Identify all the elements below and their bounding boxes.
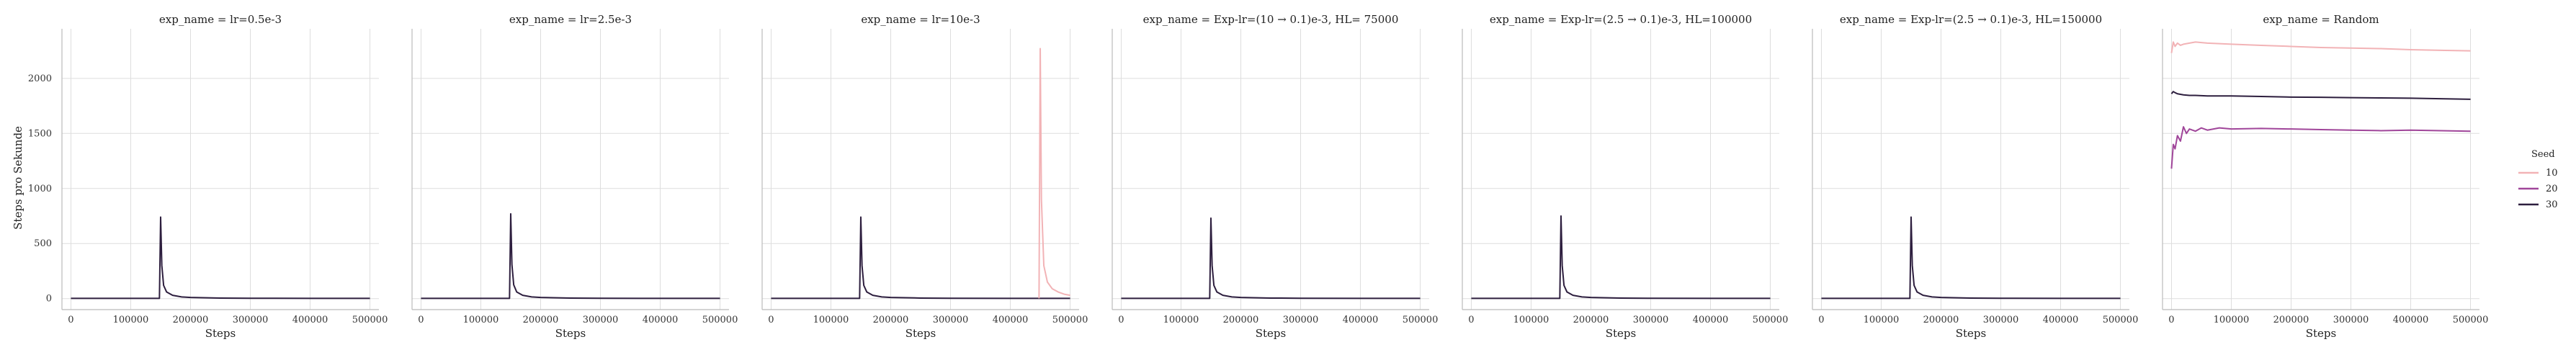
y-tick-label: 1500 bbox=[28, 128, 52, 139]
x-tick-label: 400000 bbox=[1693, 315, 1729, 325]
panel-5: exp_name = Exp-lr=(2.5 → 0.1)e-3, HL=100… bbox=[1462, 13, 1788, 340]
x-tick-label: 400000 bbox=[1343, 315, 1379, 325]
x-tick-label: 0 bbox=[68, 315, 73, 325]
x-tick-label: 0 bbox=[2168, 315, 2174, 325]
x-tick-label: 200000 bbox=[1923, 315, 1959, 325]
legend-label-30: 30 bbox=[2546, 199, 2558, 210]
series-line-seed-30 bbox=[1121, 217, 1421, 300]
x-tick-label: 100000 bbox=[463, 315, 499, 325]
x-axis-label: Steps bbox=[205, 327, 236, 340]
series-line-seed-30 bbox=[1821, 216, 2121, 300]
x-tick-label: 100000 bbox=[1513, 315, 1549, 325]
y-tick-label: 2000 bbox=[28, 73, 52, 84]
x-tick-label: 100000 bbox=[1864, 315, 1900, 325]
legend-label-20: 20 bbox=[2546, 184, 2558, 194]
x-tick-label: 100000 bbox=[113, 315, 149, 325]
x-axis-label: Steps bbox=[905, 327, 936, 340]
y-axis-label: Steps pro Sekunde bbox=[12, 126, 24, 230]
x-tick-label: 400000 bbox=[643, 315, 679, 325]
x-tick-label: 500000 bbox=[702, 315, 738, 325]
x-tick-label: 300000 bbox=[233, 315, 269, 325]
x-axis-label: Steps bbox=[2306, 327, 2336, 340]
x-tick-label: 100000 bbox=[1163, 315, 1199, 325]
x-axis-label: Steps bbox=[1956, 327, 1986, 340]
x-tick-label: 0 bbox=[768, 315, 774, 325]
series-line-seed-30 bbox=[71, 216, 370, 300]
panel-3: exp_name = lr=10e-3 0 100000 200000 300000 40… bbox=[761, 13, 1088, 340]
x-tick-label: 500000 bbox=[1403, 315, 1439, 325]
panel-title: exp_name = Exp-lr=(2.5 → 0.1)e-3, HL=100… bbox=[1490, 13, 1752, 26]
x-tick-label: 0 bbox=[1818, 315, 1824, 325]
x-tick-label: 200000 bbox=[873, 315, 909, 325]
x-tick-label: 200000 bbox=[1573, 315, 1609, 325]
series-line-seed-10 bbox=[2170, 41, 2471, 53]
x-tick-label: 400000 bbox=[2043, 315, 2079, 325]
series-line-seed-30 bbox=[771, 216, 1070, 300]
panel-6: exp_name = Exp-lr=(2.5 → 0.1)e-3, HL=150… bbox=[1812, 13, 2138, 340]
x-tick-label: 0 bbox=[418, 315, 424, 325]
x-axis-label: Steps bbox=[1256, 327, 1286, 340]
x-tick-label: 400000 bbox=[993, 315, 1029, 325]
x-axis-label: Steps bbox=[555, 327, 586, 340]
panel-1: exp_name = lr=0.5e-3 0 100000 200000 300000 4… bbox=[28, 13, 388, 340]
x-tick-label: 200000 bbox=[173, 315, 209, 325]
y-tick-label: 500 bbox=[34, 238, 52, 249]
x-tick-label: 500000 bbox=[2103, 315, 2139, 325]
x-tick-label: 500000 bbox=[1052, 315, 1088, 325]
legend-title: Seed bbox=[2531, 149, 2555, 160]
series-line-seed-30 bbox=[1471, 215, 1771, 300]
series-line-seed-30 bbox=[421, 212, 720, 300]
x-tick-label: 100000 bbox=[2214, 315, 2250, 325]
x-tick-label: 300000 bbox=[933, 315, 969, 325]
x-tick-label: 400000 bbox=[292, 315, 328, 325]
legend: Seed 10 20 30 bbox=[2518, 149, 2558, 210]
x-tick-label: 500000 bbox=[352, 315, 388, 325]
x-tick-label: 500000 bbox=[1753, 315, 1789, 325]
x-tick-label: 300000 bbox=[1283, 315, 1319, 325]
x-axis-label: Steps bbox=[1606, 327, 1636, 340]
legend-label-10: 10 bbox=[2546, 168, 2558, 179]
x-tick-label: 100000 bbox=[813, 315, 849, 325]
panel-title: exp_name = Exp-lr=(2.5 → 0.1)e-3, HL=150… bbox=[1840, 13, 2102, 26]
x-tick-label: 200000 bbox=[523, 315, 559, 325]
panel-7: exp_name = Random 0 100000 200000 300000 4000… bbox=[2162, 13, 2489, 340]
x-tick-label: 0 bbox=[1468, 315, 1474, 325]
x-tick-label: 300000 bbox=[583, 315, 619, 325]
y-tick-label: 0 bbox=[46, 294, 52, 305]
x-tick-label: 200000 bbox=[1223, 315, 1259, 325]
panel-title: exp_name = lr=2.5e-3 bbox=[509, 13, 632, 26]
panel-title: exp_name = Random bbox=[2263, 13, 2379, 26]
x-tick-label: 400000 bbox=[2393, 315, 2429, 325]
x-tick-label: 500000 bbox=[2453, 315, 2489, 325]
panel-title: exp_name = lr=0.5e-3 bbox=[159, 13, 282, 26]
panel-2: exp_name = lr=2.5e-3 0 100000 200000 300000 4… bbox=[411, 13, 738, 340]
panels-group: exp_name = lr=0.5e-30 100000 200000 300000 4… bbox=[28, 13, 2488, 340]
panel-title: exp_name = Exp-lr=(10 → 0.1)e-3, HL= 750… bbox=[1143, 13, 1399, 26]
panel-title: exp_name = lr=10e-3 bbox=[861, 13, 980, 26]
x-tick-label: 0 bbox=[1118, 315, 1124, 325]
y-tick-label: 1000 bbox=[28, 184, 52, 194]
series-line-seed-20 bbox=[2170, 126, 2471, 169]
x-tick-label: 300000 bbox=[1983, 315, 2019, 325]
panel-4: exp_name = Exp-lr=(10 → 0.1)e-3, HL= 750… bbox=[1112, 13, 1438, 340]
x-tick-label: 300000 bbox=[2333, 315, 2369, 325]
series-line-seed-30 bbox=[2170, 91, 2471, 100]
x-tick-label: 300000 bbox=[1633, 315, 1669, 325]
x-tick-label: 200000 bbox=[2273, 315, 2309, 325]
series-line-seed-10 bbox=[1038, 48, 1070, 299]
